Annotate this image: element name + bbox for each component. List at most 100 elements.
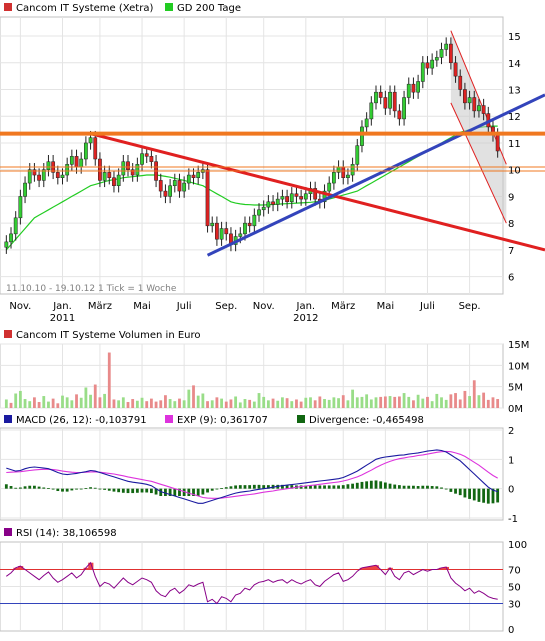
candle-down	[472, 97, 477, 112]
divergence-bar	[42, 487, 46, 489]
divergence-bar	[70, 488, 74, 491]
divergence-bar	[421, 485, 425, 489]
candle-down	[149, 156, 154, 162]
candle-down	[299, 196, 304, 200]
volume-bar	[42, 396, 46, 408]
divergence-bar	[285, 485, 289, 489]
divergence-bar	[472, 488, 476, 501]
volume-panel: Cancom IT Systeme Volumen in Euro 0M 5M 10…	[0, 330, 529, 415]
macd-plot-frame	[0, 427, 504, 521]
divergence-bar	[112, 488, 116, 492]
divergence-bar	[98, 488, 102, 490]
divergence-bar	[444, 488, 448, 490]
price-y-tick-label: 15	[508, 32, 521, 43]
candle-down	[392, 91, 397, 112]
price-y-tick-label: 7	[508, 246, 514, 257]
volume-bar	[374, 397, 378, 408]
price-y-tick-label: 10	[508, 166, 521, 177]
volume-bar	[402, 393, 406, 408]
candle-up	[196, 172, 201, 178]
volume-bar	[477, 395, 481, 408]
x-tick-label: Mai	[377, 301, 395, 312]
price-y-axis: 6 7 8 9 10 11 12 13 14 15	[508, 32, 521, 284]
rsi-y-tick-label: 50	[508, 583, 521, 594]
volume-bar	[426, 396, 429, 408]
rsi-overbought-segment	[18, 566, 24, 570]
volume-bar	[290, 401, 294, 408]
divergence-bar	[426, 485, 429, 489]
divergence-bar	[332, 485, 336, 489]
rsi-overbought-segment	[13, 567, 19, 570]
volume-bar	[79, 397, 83, 408]
candle-up	[140, 153, 144, 165]
volume-bars	[4, 352, 500, 408]
x-tick-label: März	[88, 301, 112, 312]
divergence-bar	[341, 485, 345, 489]
volume-bar	[412, 400, 415, 408]
candle-up	[416, 81, 421, 93]
divergence-bar	[327, 485, 331, 489]
divergence-bar	[201, 488, 205, 495]
divergence-bar	[435, 486, 439, 489]
rsi-y-tick-label: 70	[508, 566, 521, 577]
divergence-bar	[192, 488, 195, 496]
divergence-bar	[393, 484, 397, 489]
candle-up	[168, 185, 173, 197]
divergence-bar	[397, 485, 401, 489]
divergence-bar	[168, 488, 172, 496]
volume-bar	[486, 399, 490, 408]
divergence-bar	[196, 488, 200, 496]
volume-bar	[18, 390, 22, 408]
volume-bar	[299, 401, 303, 408]
volume-y-tick-label: 15M	[508, 340, 529, 351]
candle-down	[481, 105, 486, 114]
volume-y-tick-label: 5M	[508, 383, 523, 394]
x-tick-label: Mai	[133, 301, 151, 312]
divergence-bar	[121, 488, 125, 493]
candle-up	[477, 105, 481, 112]
price-legend-swatch	[4, 3, 12, 11]
divergence-bar	[248, 485, 252, 489]
volume-bar	[341, 395, 345, 408]
candle-down	[313, 188, 318, 200]
candle-down	[453, 62, 458, 77]
volume-bar	[135, 400, 139, 408]
volume-bar	[61, 395, 64, 408]
rsi-line	[6, 561, 498, 605]
volume-bar	[196, 395, 200, 408]
candle-down	[425, 62, 430, 69]
volume-bar	[281, 397, 284, 408]
candle-down	[37, 174, 41, 181]
volume-bar	[121, 397, 125, 408]
volume-bar	[145, 401, 149, 408]
candle-up	[13, 217, 18, 235]
candle-up	[9, 233, 13, 243]
x-tick-label: Juli	[419, 301, 435, 312]
volume-bar	[149, 398, 153, 408]
divergence-bar	[145, 488, 149, 493]
volume-bar	[309, 397, 312, 408]
divergence-bar	[463, 488, 467, 498]
volume-bar	[463, 390, 467, 408]
volume-bar	[351, 389, 355, 408]
price-y-tick-label: 11	[508, 139, 521, 150]
candle-down	[55, 172, 60, 178]
divergence-bar	[215, 488, 219, 490]
volume-bar	[182, 400, 186, 408]
volume-bar	[238, 402, 242, 408]
divergence-bar	[28, 485, 32, 489]
macd-legend-swatch	[4, 415, 12, 423]
divergence-bar	[458, 488, 462, 496]
volume-bar	[397, 396, 401, 408]
x-tick-label: Juli	[176, 301, 192, 312]
volume-bar	[421, 398, 425, 408]
volume-bar	[337, 398, 340, 408]
divergence-bar	[159, 488, 163, 496]
volume-bar	[355, 397, 359, 408]
rsi-y-tick-label: 30	[508, 600, 521, 611]
volume-bar	[407, 396, 411, 408]
rsi-overbought-segment	[83, 567, 89, 570]
volume-bar	[168, 399, 172, 408]
candle-up	[303, 193, 308, 200]
candle-up	[257, 209, 261, 216]
